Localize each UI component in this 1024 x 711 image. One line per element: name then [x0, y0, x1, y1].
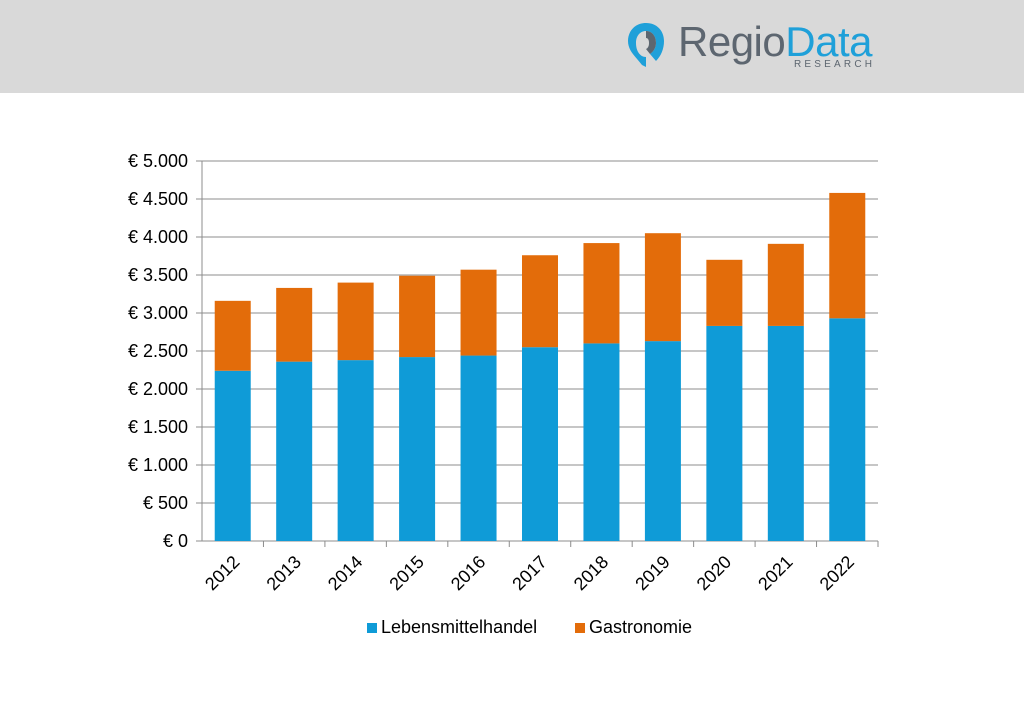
bar-gastronomie	[399, 275, 436, 358]
bar-lebensmittelhandel	[522, 347, 558, 541]
stacked-bar-chart: € 0 € 500 € 1.000 € 1.500 € 2.000 € 2.500 € 3.…	[128, 151, 879, 637]
bar-gastronomie	[583, 243, 620, 344]
bar-lebensmittelhandel	[214, 370, 251, 541]
header-bar: RegioData RESEARCH	[0, 0, 1024, 93]
x-tick-label: 2015	[385, 552, 427, 594]
legend-label: Lebensmittelhandel	[381, 617, 537, 637]
bar-gastronomie	[644, 233, 681, 342]
y-tick-label: € 4.000	[128, 227, 188, 247]
bar-gastronomie	[829, 192, 866, 319]
y-tick-label: € 2.000	[128, 379, 188, 399]
bar-lebensmittelhandel	[460, 355, 497, 541]
x-tick-label: 2012	[201, 552, 243, 594]
chart-area: € 0 € 500 € 1.000 € 1.500 € 2.000 € 2.500 € 3.…	[0, 93, 1024, 706]
bar-gastronomie	[460, 269, 497, 356]
x-tick-label: 2018	[570, 552, 612, 594]
bar-lebensmittelhandel	[337, 360, 374, 541]
legend-label: Gastronomie	[589, 617, 692, 637]
bar-lebensmittelhandel	[644, 341, 681, 541]
bar-gastronomie	[706, 259, 743, 326]
x-tick-label: 2017	[508, 552, 550, 594]
bar-gastronomie	[767, 243, 804, 326]
bar-lebensmittelhandel	[767, 325, 804, 541]
bar-lebensmittelhandel	[706, 325, 743, 541]
bar-lebensmittelhandel	[399, 357, 436, 541]
bar-lebensmittelhandel	[583, 343, 620, 541]
y-tick-label: € 3.000	[128, 303, 188, 323]
y-tick-label: € 0	[163, 531, 188, 551]
x-tick-label: 2022	[816, 552, 858, 594]
logo-word-regio: Regio	[678, 18, 786, 65]
x-tick-label: 2019	[631, 552, 673, 594]
logo-word-data: Data	[785, 18, 872, 65]
x-tick-label: 2016	[447, 552, 489, 594]
bar-lebensmittelhandel	[829, 318, 866, 541]
bar-lebensmittelhandel	[276, 361, 313, 541]
bar-gastronomie	[214, 300, 251, 371]
bar-gastronomie	[522, 255, 558, 348]
y-tick-label: € 1.500	[128, 417, 188, 437]
y-tick-label: € 5.000	[128, 151, 188, 171]
legend-swatch	[575, 623, 585, 633]
logo-subtitle: RESEARCH	[794, 59, 876, 70]
y-tick-label: € 1.000	[128, 455, 188, 475]
x-tick-label: 2014	[324, 552, 366, 594]
x-tick-label: 2013	[263, 552, 305, 594]
y-tick-label: € 500	[143, 493, 188, 513]
legend-swatch	[367, 623, 377, 633]
y-tick-label: € 4.500	[128, 189, 188, 209]
logo-wordmark: RegioData	[678, 17, 872, 67]
bar-gastronomie	[337, 282, 374, 361]
y-tick-label: € 2.500	[128, 341, 188, 361]
regiodata-logo: RegioData RESEARCH	[626, 17, 896, 77]
x-tick-label: 2021	[754, 552, 796, 594]
y-tick-label: € 3.500	[128, 265, 188, 285]
x-tick-label: 2020	[693, 552, 735, 594]
bar-gastronomie	[276, 287, 313, 362]
location-pin-icon	[628, 23, 664, 67]
